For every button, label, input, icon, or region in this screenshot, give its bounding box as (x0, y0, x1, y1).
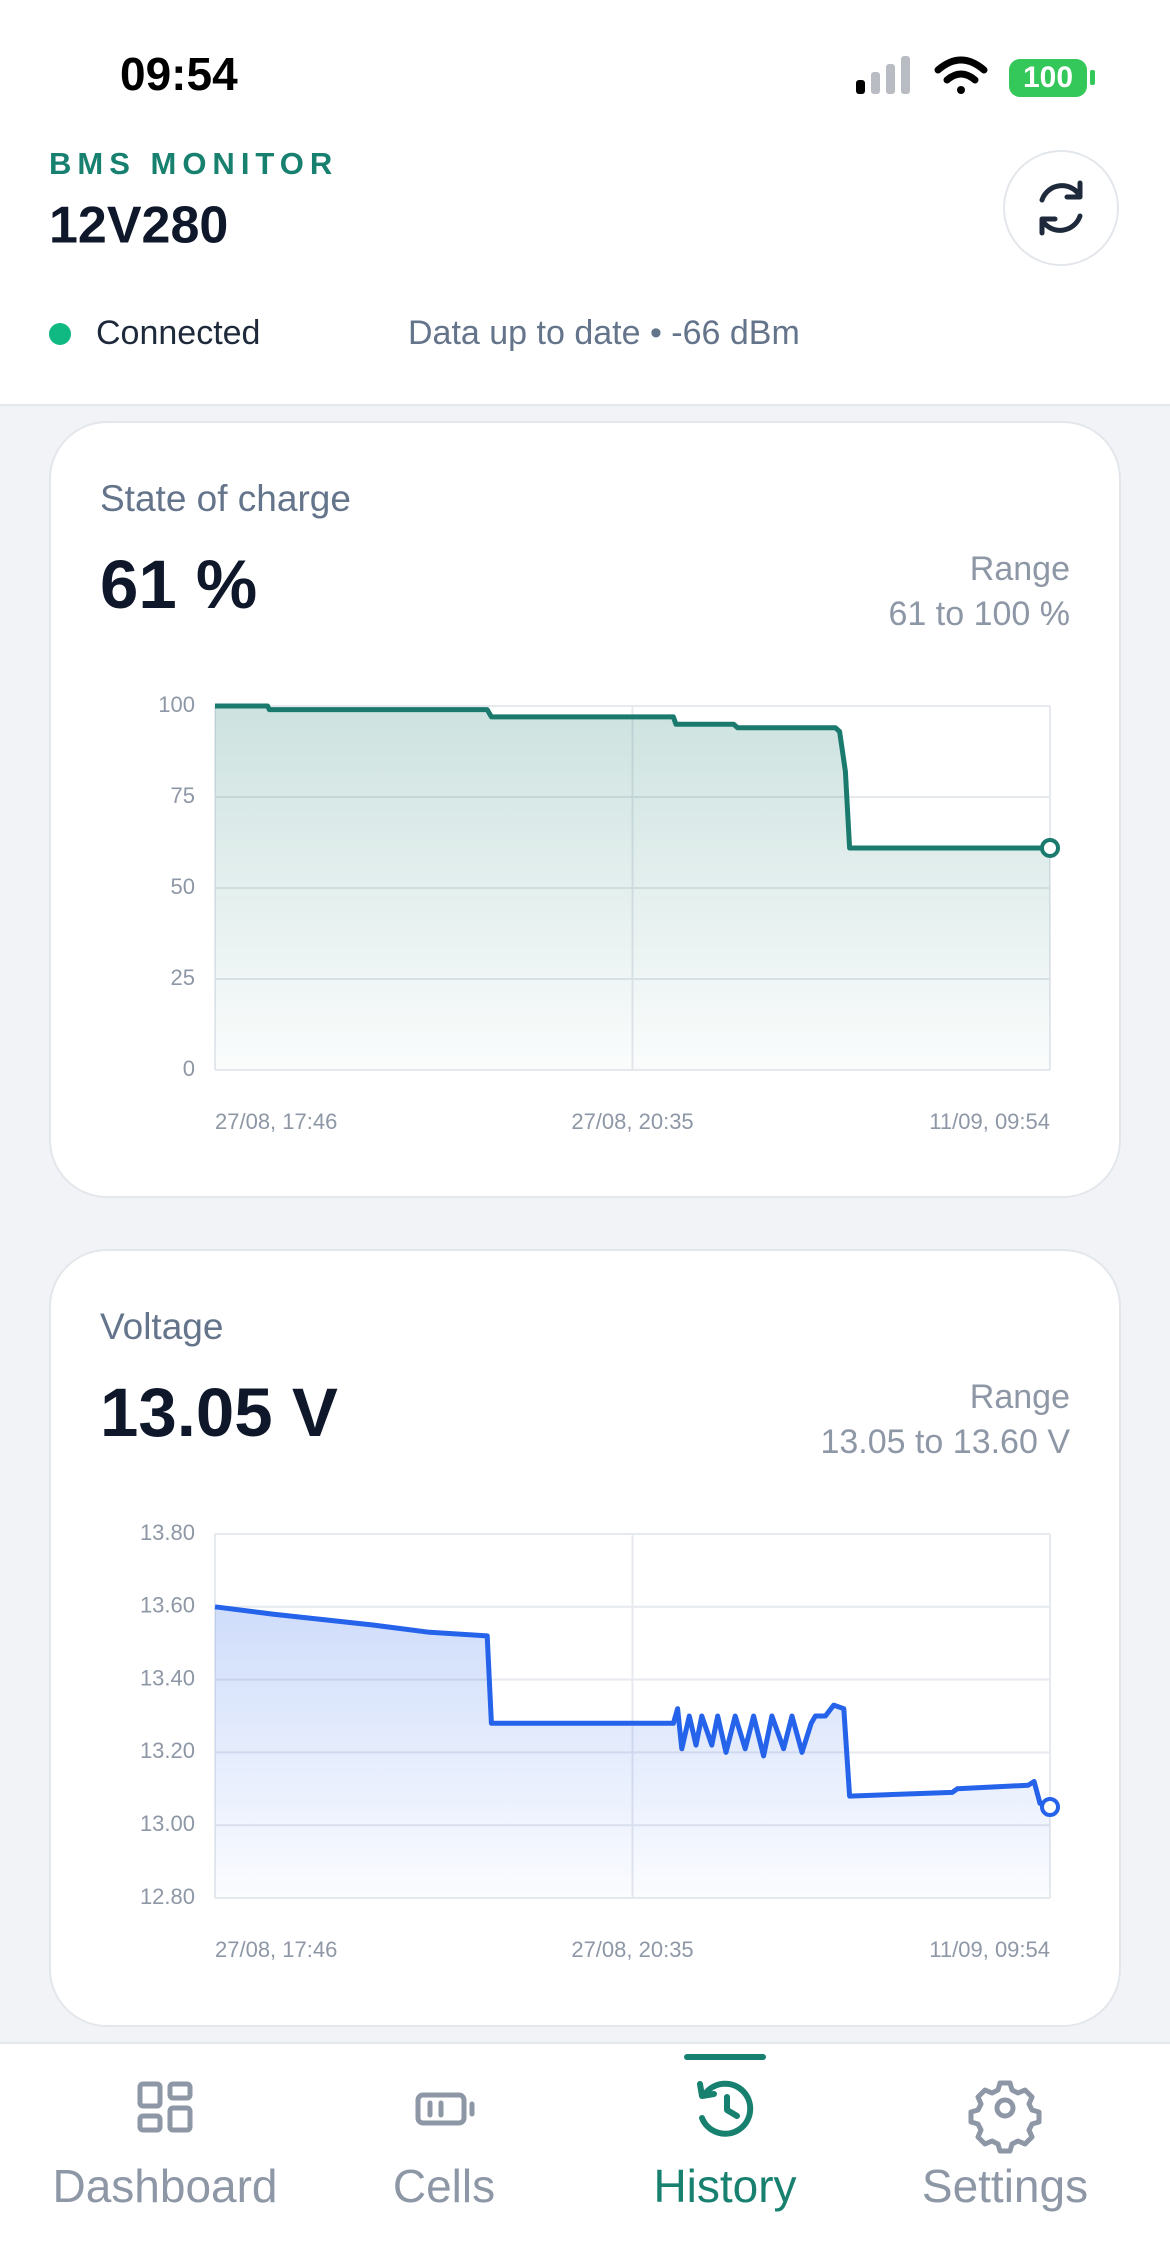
dashboard-icon[interactable] (137, 2081, 193, 2133)
tab-label[interactable]: Dashboard (52, 2160, 277, 2212)
chart-title: State of charge (100, 478, 351, 519)
signal-icon (856, 56, 910, 94)
tab-bar (0, 2043, 1170, 2245)
battery-level: 100 (1023, 61, 1073, 94)
end-marker (1040, 1797, 1060, 1817)
range-label: Range (970, 550, 1070, 588)
chart-title: Voltage (100, 1306, 223, 1347)
settings-icon[interactable] (968, 2080, 1042, 2154)
history-icon[interactable] (697, 2080, 754, 2137)
x-tick-label: 11/09, 09:54 (929, 1109, 1050, 1134)
x-tick-label: 11/09, 09:54 (929, 1937, 1050, 1962)
connection-dot (49, 323, 71, 345)
cells-icon[interactable] (415, 2092, 475, 2126)
y-tick-label: 12.80 (140, 1884, 195, 1909)
y-tick-label: 13.40 (140, 1665, 195, 1690)
wifi-icon (934, 56, 988, 94)
x-tick-label: 27/08, 17:46 (215, 1937, 337, 1962)
current-value: 13.05 V (100, 1374, 338, 1451)
x-tick-label: 27/08, 20:35 (571, 1937, 693, 1962)
tab-label[interactable]: History (653, 2160, 796, 2212)
area-fill (215, 1606, 1050, 1898)
data-status: Data up to date • -66 dBm (408, 314, 800, 352)
x-tick-label: 27/08, 17:46 (215, 1109, 337, 1134)
connection-status: Connected (96, 314, 260, 352)
y-tick-label: 25 (171, 965, 195, 990)
y-tick-label: 13.20 (140, 1738, 195, 1763)
tab-label[interactable]: Cells (393, 2160, 495, 2212)
y-tick-label: 100 (158, 692, 195, 717)
y-tick-label: 13.80 (140, 1520, 195, 1545)
range-label: Range (970, 1378, 1070, 1416)
y-tick-label: 75 (171, 783, 195, 808)
device-name: 12V280 (49, 197, 228, 255)
end-marker (1040, 837, 1060, 858)
tab-label[interactable]: Settings (922, 2160, 1088, 2212)
battery-icon: 100 (1009, 59, 1095, 97)
chart-card (49, 1249, 1121, 2027)
y-tick-label: 13.00 (140, 1811, 195, 1836)
refresh-button[interactable] (1003, 150, 1119, 266)
range-value: 61 to 100 % (889, 595, 1070, 633)
x-tick-label: 27/08, 20:35 (571, 1109, 693, 1134)
data-line (215, 703, 1050, 851)
range-value: 13.05 to 13.60 V (820, 1423, 1070, 1461)
area-fill (215, 706, 1050, 1070)
y-tick-label: 13.60 (140, 1593, 195, 1618)
app-label: BMS MONITOR (49, 146, 338, 181)
data-line (214, 1604, 1051, 1810)
status-time: 09:54 (120, 48, 238, 100)
y-tick-label: 0 (183, 1056, 195, 1081)
active-tab-indicator (684, 2054, 766, 2060)
y-tick-label: 50 (171, 874, 195, 899)
current-value: 61 % (100, 546, 257, 623)
